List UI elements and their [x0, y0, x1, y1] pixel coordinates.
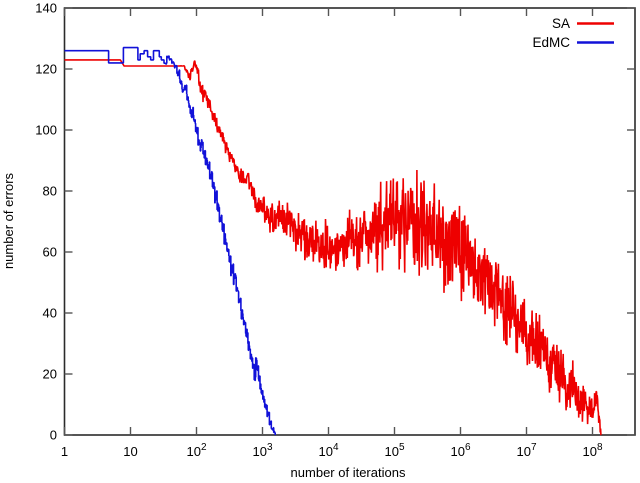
- y-tick-label: 0: [50, 428, 57, 443]
- x-tick-label: 108: [582, 442, 602, 459]
- y-tick-label: 40: [43, 306, 57, 321]
- y-axis-ticks: 0 20 40 60 80 100 120 140: [35, 1, 635, 443]
- x-tick-label: 103: [252, 442, 272, 459]
- x-tick-label: 102: [186, 442, 206, 459]
- x-tick-label: 107: [516, 442, 536, 459]
- y-tick-label: 60: [43, 245, 57, 260]
- x-axis-ticks: 1 10 102 103 104 105 106 107 108: [61, 8, 603, 459]
- plot-border: [63, 7, 636, 436]
- x-axis-label: number of iterations: [291, 465, 406, 480]
- plot-curves: [64, 46, 602, 436]
- y-tick-label: 100: [35, 123, 57, 138]
- series-line-edmc: [64, 46, 276, 435]
- y-tick-label: 120: [35, 62, 57, 77]
- series-line-sa: [64, 59, 602, 436]
- legend-label-edmc: EdMC: [532, 35, 570, 50]
- y-tick-label: 140: [35, 1, 57, 16]
- legend: SA EdMC: [532, 16, 614, 50]
- x-tick-label: 105: [384, 442, 404, 459]
- y-tick-label: 20: [43, 367, 57, 382]
- y-axis-label: number of errors: [1, 172, 16, 269]
- x-tick-label: 106: [450, 442, 470, 459]
- y-tick-label: 80: [43, 184, 57, 199]
- x-tick-label: 104: [318, 442, 338, 459]
- x-tick-label: 1: [61, 444, 68, 459]
- x-tick-label: 10: [123, 444, 137, 459]
- legend-label-sa: SA: [552, 16, 570, 31]
